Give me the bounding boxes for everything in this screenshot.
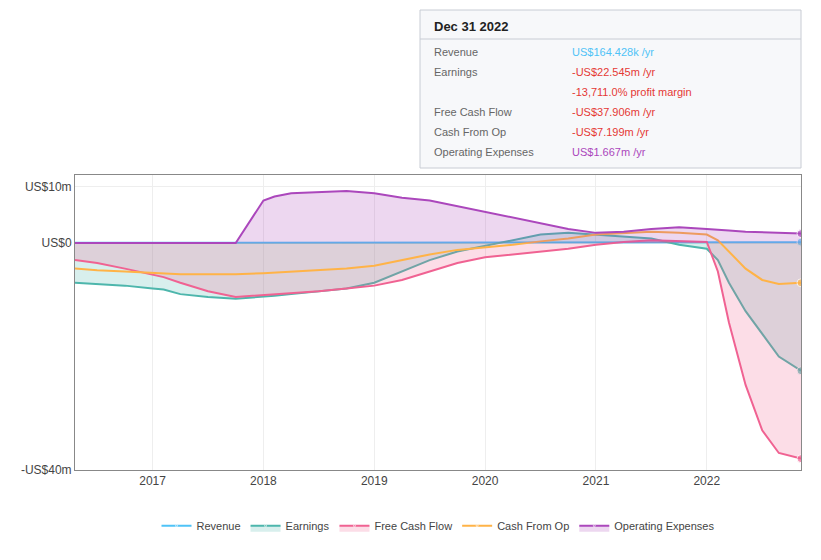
svg-text:Operating Expenses: Operating Expenses <box>614 520 714 532</box>
svg-text:-13,711.0% profit margin: -13,711.0% profit margin <box>572 86 692 98</box>
svg-text:-US$22.545m /yr: -US$22.545m /yr <box>572 66 655 78</box>
svg-text:2022: 2022 <box>693 474 720 488</box>
svg-text:-US$7.199m /yr: -US$7.199m /yr <box>572 126 649 138</box>
svg-text:Revenue: Revenue <box>197 520 241 532</box>
svg-text:2021: 2021 <box>583 474 610 488</box>
svg-text:US$10m: US$10m <box>25 180 72 194</box>
svg-text:US$164.428k /yr: US$164.428k /yr <box>572 46 654 58</box>
svg-text:-US$37.906m /yr: -US$37.906m /yr <box>572 106 655 118</box>
svg-text:Free Cash Flow: Free Cash Flow <box>374 520 452 532</box>
svg-text:Dec 31 2022: Dec 31 2022 <box>434 19 508 34</box>
svg-text:2020: 2020 <box>472 474 499 488</box>
svg-text:Free Cash Flow: Free Cash Flow <box>434 106 512 118</box>
svg-text:US$0: US$0 <box>42 236 72 250</box>
svg-text:Earnings: Earnings <box>286 520 330 532</box>
svg-text:2017: 2017 <box>139 474 166 488</box>
svg-text:-US$40m: -US$40m <box>21 463 72 477</box>
svg-text:Earnings: Earnings <box>434 66 478 78</box>
svg-text:2018: 2018 <box>250 474 277 488</box>
svg-text:Operating Expenses: Operating Expenses <box>434 146 534 158</box>
svg-text:Cash From Op: Cash From Op <box>497 520 569 532</box>
svg-text:2019: 2019 <box>361 474 388 488</box>
svg-text:US$1.667m /yr: US$1.667m /yr <box>572 146 646 158</box>
svg-text:Revenue: Revenue <box>434 46 478 58</box>
svg-text:Cash From Op: Cash From Op <box>434 126 506 138</box>
